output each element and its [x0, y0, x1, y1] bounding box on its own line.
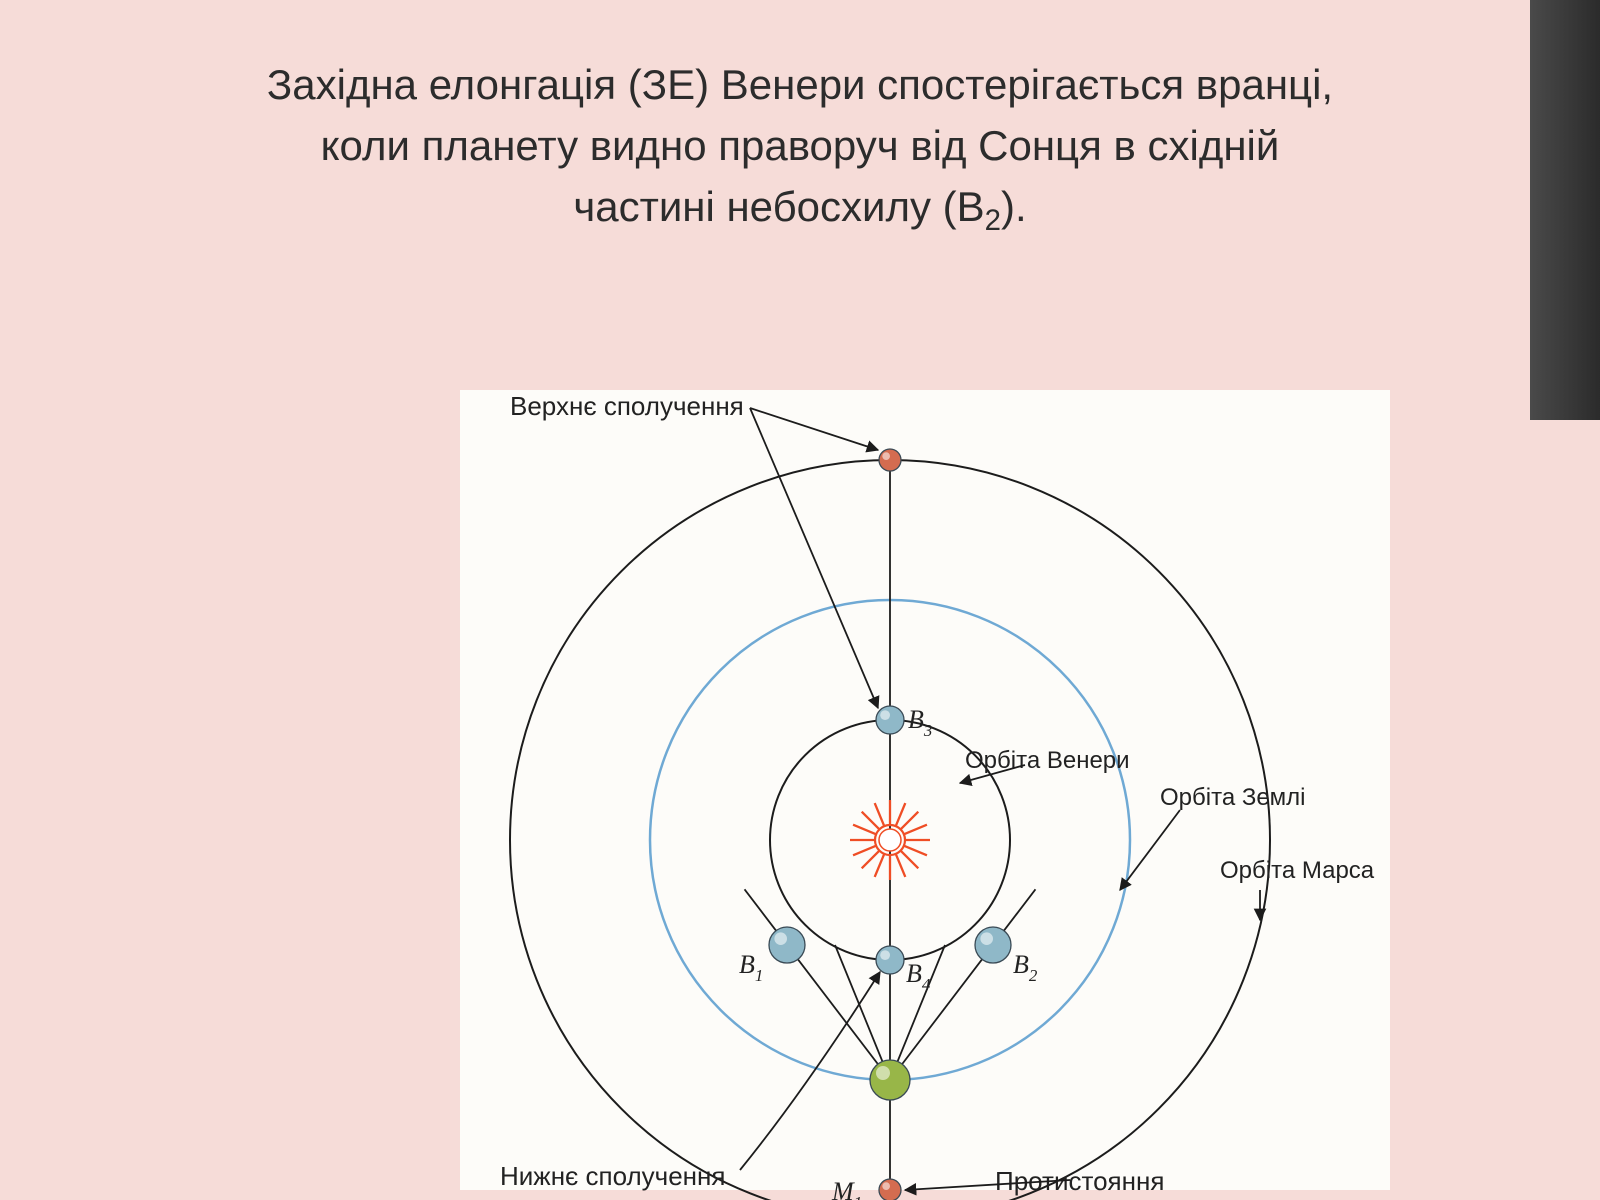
label-orbit-venus: Орбіта Венери	[965, 747, 1130, 774]
venus-b4	[876, 946, 904, 974]
venus-b3	[876, 706, 904, 734]
title-line3-sub: 2	[985, 204, 1001, 237]
label-b3: B3	[908, 705, 932, 740]
arrow-topconj-b3	[750, 408, 878, 708]
venus-b1	[769, 927, 805, 963]
mars-top	[879, 449, 901, 471]
arrow-topconj-mars	[750, 408, 878, 450]
elongation-line-west	[745, 889, 890, 1080]
title-line3-pre: частині небосхилу (В	[573, 183, 984, 230]
earth	[870, 1060, 910, 1100]
label-m1: М1	[831, 1177, 862, 1200]
label-opposition: Протистояння	[995, 1166, 1164, 1196]
label-top-conjunction: Верхнє сполучення	[510, 391, 744, 421]
venus-b2	[975, 927, 1011, 963]
label-b4: B4	[906, 959, 931, 994]
mars-bottom	[879, 1179, 901, 1200]
title-line3-post: ).	[1001, 183, 1027, 230]
title-line2: коли планету видно праворуч від Сонця в …	[321, 122, 1280, 169]
slide-title: Західна елонгація (ЗЕ) Венери спостеріга…	[0, 55, 1600, 238]
orbit-diagram: B3B4B1B2М1Верхнє сполученняНижнє сполуче…	[460, 390, 1390, 1190]
sun-icon	[850, 800, 930, 880]
label-bottom-conjunction: Нижнє сполучення	[500, 1161, 725, 1191]
title-line1: Західна елонгація (ЗЕ) Венери спостеріга…	[267, 61, 1333, 108]
label-orbit-mars: Орбіта Марса	[1220, 857, 1375, 884]
label-orbit-earth: Орбіта Землі	[1160, 784, 1306, 811]
label-b1: B1	[739, 950, 763, 985]
label-b2: B2	[1013, 950, 1038, 985]
slide: Західна елонгація (ЗЕ) Венери спостеріга…	[0, 0, 1600, 1200]
orbit-svg: B3 B4 B1 B2 М1 Верхнє сполучення Нижнє сполуче…	[460, 390, 1390, 1200]
